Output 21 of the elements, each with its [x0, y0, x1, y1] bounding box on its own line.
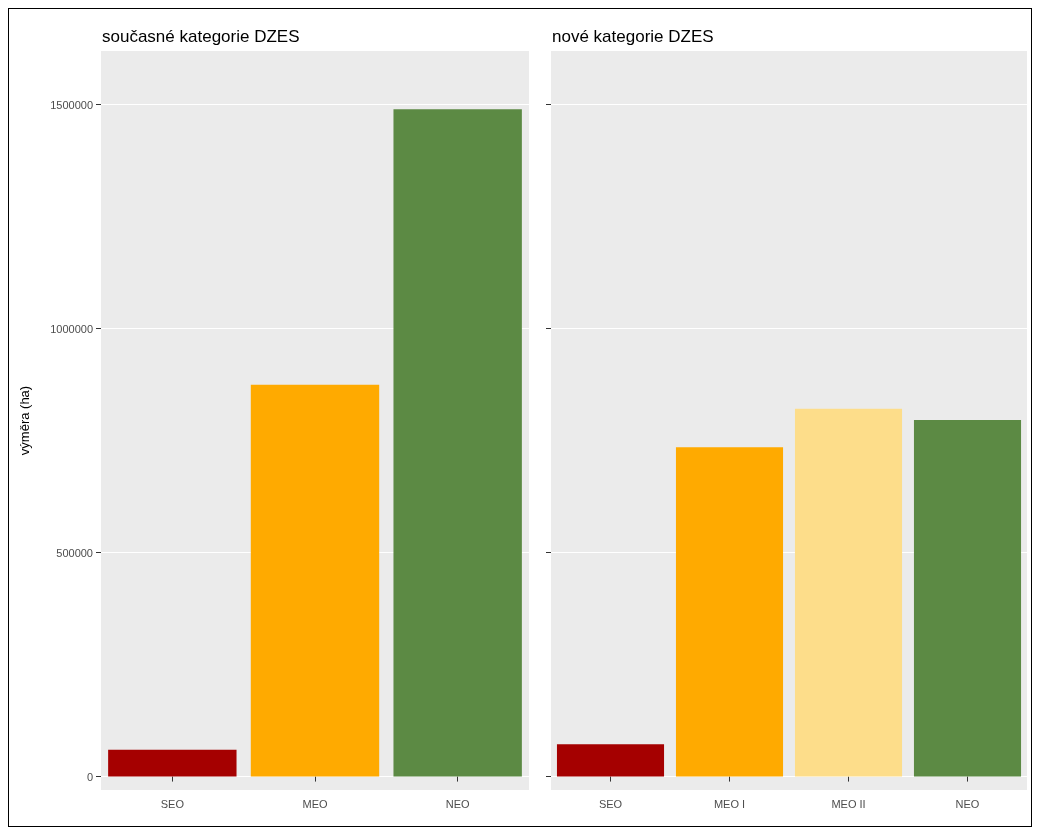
y-tick-label: 500000 [56, 546, 93, 559]
y-tick-label: 1000000 [50, 322, 93, 335]
x-tick-label: NEO [955, 797, 980, 810]
y-tick-label: 1500000 [50, 98, 93, 111]
bar [675, 447, 784, 777]
x-tick-label: MEO II [831, 797, 866, 810]
x-tick-label: NEO [445, 797, 471, 810]
bar [794, 408, 903, 777]
chart-title: nové kategorie DZES [552, 27, 714, 46]
y-tick-label: 0 [86, 770, 93, 783]
y-axis-title: výměra (ha) [17, 385, 32, 456]
x-tick-label: MEO [302, 797, 328, 810]
bar [556, 744, 665, 777]
bar [913, 420, 1022, 777]
x-tick-label: SEO [160, 797, 185, 810]
chart-title: současné kategorie DZES [102, 27, 300, 46]
x-tick-label: SEO [598, 797, 623, 810]
bar [108, 749, 237, 777]
x-tick-label: MEO I [713, 797, 746, 810]
bar [393, 109, 522, 777]
bar [250, 384, 380, 777]
